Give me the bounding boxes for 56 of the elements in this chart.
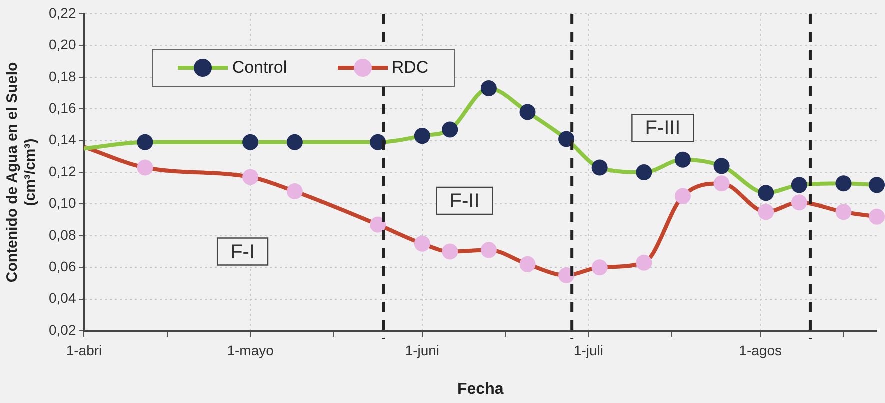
y-tick-label: 0,18 — [49, 68, 76, 84]
point — [836, 204, 852, 220]
point — [869, 208, 885, 225]
point — [714, 176, 730, 192]
point — [242, 134, 259, 150]
point — [414, 236, 430, 252]
y-tick-label: 0,22 — [49, 4, 76, 21]
point — [592, 160, 608, 176]
point — [869, 177, 885, 194]
x-tick-label: 1-abri — [66, 342, 102, 358]
point — [558, 268, 575, 284]
point — [137, 134, 154, 150]
point — [758, 185, 774, 202]
point — [791, 177, 808, 194]
x-tick-label: 1-juli — [574, 342, 604, 358]
point — [137, 160, 154, 176]
y-tick-label: 0,04 — [49, 290, 76, 306]
y-tick-label: 0,12 — [49, 163, 76, 180]
point — [414, 128, 430, 144]
point — [520, 104, 536, 120]
annotation: F-I — [230, 241, 256, 264]
point — [286, 184, 303, 200]
point — [442, 244, 458, 260]
point — [480, 242, 497, 258]
point — [791, 194, 808, 211]
point — [636, 254, 652, 271]
point — [758, 204, 774, 220]
annotation: F-II — [450, 190, 480, 213]
annotation: F-III — [645, 118, 681, 140]
y-tick-label: 0,20 — [49, 36, 76, 53]
point — [674, 188, 691, 204]
x-tick-label: 1-juni — [405, 342, 440, 358]
point — [370, 216, 386, 233]
x-tick-label: 1-mayo — [227, 342, 274, 358]
point — [836, 176, 852, 192]
point — [592, 260, 608, 276]
legend-label: Control — [232, 58, 288, 78]
x-tick-label: 1-agos — [739, 342, 782, 358]
point — [286, 134, 303, 150]
y-tick-label: 0,14 — [49, 132, 76, 148]
point — [442, 122, 458, 138]
x-axis-title: Fecha — [458, 380, 504, 398]
point — [558, 131, 575, 148]
point — [242, 169, 259, 186]
point — [714, 158, 730, 174]
y-tick-label: 0,06 — [49, 258, 76, 274]
y-tick-label: 0,02 — [49, 322, 76, 338]
point — [520, 256, 536, 272]
y-axis-title: Contenido de Agua en el Suelo (cm³/cm³) — [4, 62, 40, 283]
y-tick-label: 0,10 — [49, 195, 76, 212]
legend-label: RDC — [392, 58, 429, 78]
point — [480, 80, 497, 96]
y-tick-label: 0,08 — [49, 226, 76, 243]
y-tick-label: 0,16 — [49, 100, 76, 116]
point — [674, 152, 691, 168]
point — [636, 164, 652, 180]
